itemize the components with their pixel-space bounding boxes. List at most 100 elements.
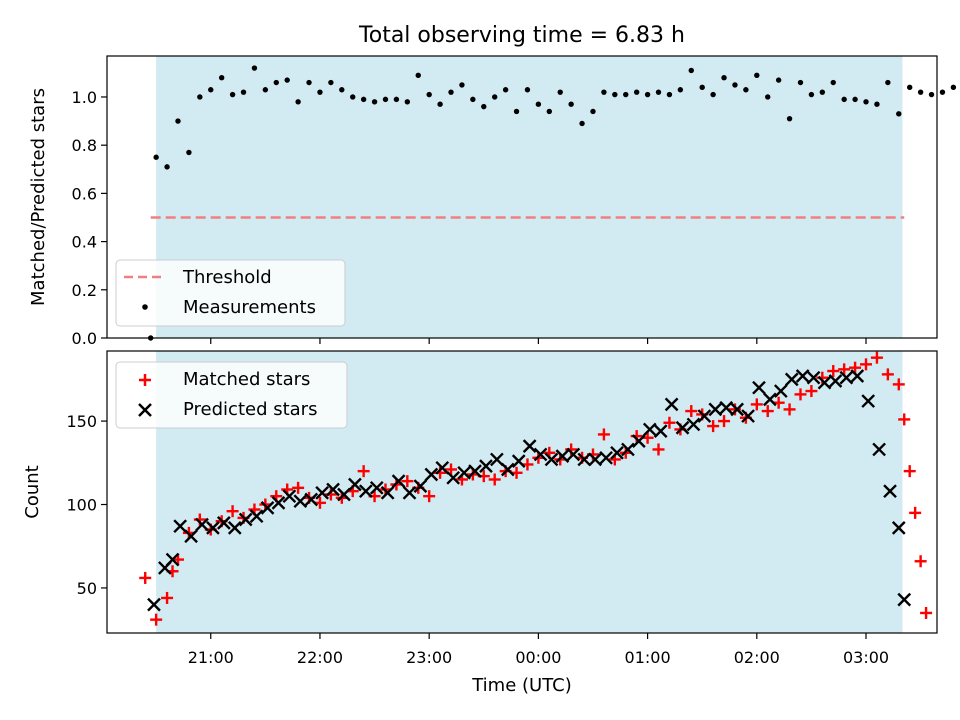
matched-star-point: [488, 473, 501, 486]
predicted-star-point: [891, 521, 906, 535]
y-tick-label: 150: [66, 412, 97, 431]
measurement-point: [633, 89, 640, 95]
predicted-star-point: [380, 485, 395, 500]
measurement-point: [546, 108, 553, 115]
measurement-point: [164, 164, 170, 170]
predicted-star-point: [479, 459, 493, 473]
bottom-y-axis-label: Count: [22, 465, 43, 518]
measurement-point: [481, 103, 487, 110]
measurement-point: [688, 67, 694, 74]
predicted-star-point: [227, 521, 242, 535]
predicted-star-point: [763, 392, 777, 407]
measurement-point: [502, 87, 509, 93]
measurement-point: [852, 96, 858, 103]
predicted-star-point: [784, 372, 799, 387]
predicted-star-point: [184, 529, 198, 544]
measurement-point: [339, 87, 345, 93]
y-tick-label: 50: [77, 579, 97, 598]
legend-matched-label: Matched stars: [183, 369, 310, 390]
measurement-point: [382, 96, 389, 103]
matched-star-point: [663, 416, 676, 429]
measurement-point: [295, 99, 301, 105]
matched-star-point: [860, 358, 873, 371]
predicted-star-point: [599, 450, 613, 465]
predicted-star-point: [468, 464, 482, 478]
measurement-point: [404, 99, 411, 105]
predicted-star-point: [402, 485, 417, 500]
predicted-star-point: [577, 452, 592, 467]
predicted-star-point: [883, 484, 897, 499]
predicted-stars-points: [147, 369, 912, 612]
predicted-star-point: [610, 445, 624, 460]
matched-star-point: [401, 475, 414, 488]
predicted-star-point: [872, 442, 886, 457]
matched-star-point: [150, 613, 163, 626]
predicted-star-point: [282, 489, 297, 504]
x-tick-label: 23:00: [406, 648, 452, 667]
predicted-star-point: [337, 487, 351, 502]
matched-star-point: [920, 606, 933, 619]
measurement-point: [874, 101, 880, 107]
legend-predicted-swatch: [138, 403, 152, 417]
matched-star-point: [597, 428, 610, 441]
predicted-star-point: [555, 449, 570, 463]
measurement-point: [655, 89, 662, 95]
predicted-star-point: [806, 370, 821, 385]
matched-star-point: [718, 415, 731, 428]
measurement-point: [710, 91, 716, 98]
y-tick-label: 0.2: [72, 281, 97, 300]
matched-star-point: [892, 378, 905, 391]
measurement-point: [896, 111, 902, 117]
measurement-point: [579, 120, 585, 127]
measurement-point: [186, 149, 192, 156]
predicted-star-point: [773, 384, 788, 398]
y-tick-label: 0.0: [72, 329, 97, 348]
matched-star-point: [783, 403, 796, 416]
predicted-star-point: [348, 477, 362, 492]
predicted-star-point: [358, 484, 373, 499]
top-panel: 0.0 0.2 0.4 0.6 0.8 1.0 Matched/Predicted sta…: [28, 55, 957, 348]
measurement-point: [765, 94, 771, 100]
predicted-star-point: [260, 501, 275, 515]
top-legend: Threshold Measurements: [115, 259, 346, 327]
measurement-point: [448, 89, 454, 95]
predicted-star-point: [446, 470, 461, 485]
predicted-star-point: [391, 474, 406, 489]
measurement-point: [306, 79, 312, 86]
predicted-star-point: [817, 375, 832, 390]
measurement-point: [470, 96, 476, 103]
predicted-star-point: [326, 482, 340, 497]
legend-matched-swatch: [139, 374, 151, 386]
x-tick-label: 01:00: [625, 648, 671, 667]
bottom-legend: Matched stars Predicted stars: [115, 361, 348, 429]
measurement-point: [906, 84, 913, 91]
predicted-star-point: [173, 519, 188, 534]
predicted-star-point: [897, 592, 912, 607]
measurement-point: [557, 89, 563, 95]
x-tick-label: 22:00: [297, 648, 343, 667]
predicted-star-point: [533, 447, 548, 462]
predicted-star-point: [500, 462, 515, 477]
predicted-star-point: [861, 394, 876, 408]
measurement-point: [601, 89, 607, 95]
predicted-star-point: [238, 512, 253, 527]
predicted-star-point: [165, 552, 180, 567]
matched-star-point: [728, 403, 741, 416]
measurement-point: [568, 101, 574, 107]
top-y-axis-label: Matched/Predicted stars: [28, 88, 49, 306]
predicted-star-point: [697, 409, 712, 423]
predicted-star-point: [632, 434, 646, 448]
matched-star-point: [903, 465, 916, 478]
measurement-point: [590, 108, 596, 115]
predicted-star-point: [457, 465, 471, 480]
predicted-star-point: [315, 485, 329, 500]
matched-star-point: [849, 361, 862, 374]
measurement-point: [754, 72, 760, 78]
measurement-point: [437, 101, 443, 107]
measurement-point: [393, 96, 400, 103]
matched-star-point: [761, 405, 774, 418]
predicted-star-point: [752, 380, 766, 395]
measurement-point: [885, 79, 891, 86]
top-y-axis-ticks: 0.0 0.2 0.4 0.6 0.8 1.0: [72, 88, 107, 348]
